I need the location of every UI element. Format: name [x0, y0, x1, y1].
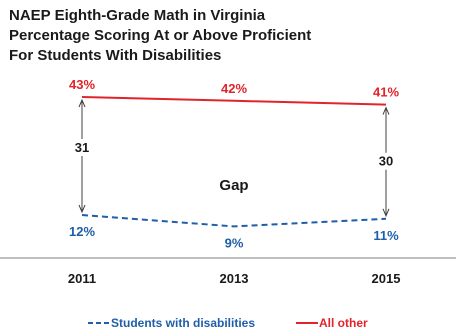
gap-arrowhead-bottom-2011: [78, 204, 86, 214]
data-label-all-other-2013: 42%: [221, 81, 247, 96]
gap-annotation: Gap: [219, 177, 248, 194]
chart-title-line-2: Percentage Scoring At or Above Proficien…: [9, 27, 312, 44]
gap-arrowhead-top-2015: [382, 106, 390, 115]
x-tick-label-2011: 2011: [68, 271, 96, 286]
gap-label-bg-2011: [71, 139, 93, 156]
x-tick-label-2015: 2015: [372, 271, 401, 286]
gap-arrowhead-top-2011: [78, 98, 86, 108]
legend-label-all-other: All other: [319, 316, 368, 330]
gap-label-2015: 30: [379, 154, 393, 169]
data-label-disabilities-2015: 11%: [373, 228, 399, 243]
chart-title-line-3: For Students With Disabilities: [9, 47, 222, 64]
series-line-all-other: [81, 96, 387, 106]
gap-label-2011: 31: [75, 140, 89, 155]
chart-title-line-1: NAEP Eighth-Grade Math in Virginia: [9, 7, 266, 24]
legend-label-disabilities: Students with disabilities: [111, 316, 255, 330]
series-line-disabilities: [81, 214, 387, 228]
data-label-all-other-2015: 41%: [373, 85, 399, 100]
legend: Students with disabilities All other: [88, 316, 368, 330]
data-label-all-other-2011: 43%: [69, 77, 95, 92]
data-label-disabilities-2013: 9%: [225, 235, 244, 250]
x-tick-label-2013: 2013: [220, 271, 249, 286]
gap-label-bg-2015: [375, 152, 397, 170]
gap-arrowhead-bottom-2015: [382, 208, 390, 218]
data-label-disabilities-2011: 12%: [69, 224, 95, 239]
